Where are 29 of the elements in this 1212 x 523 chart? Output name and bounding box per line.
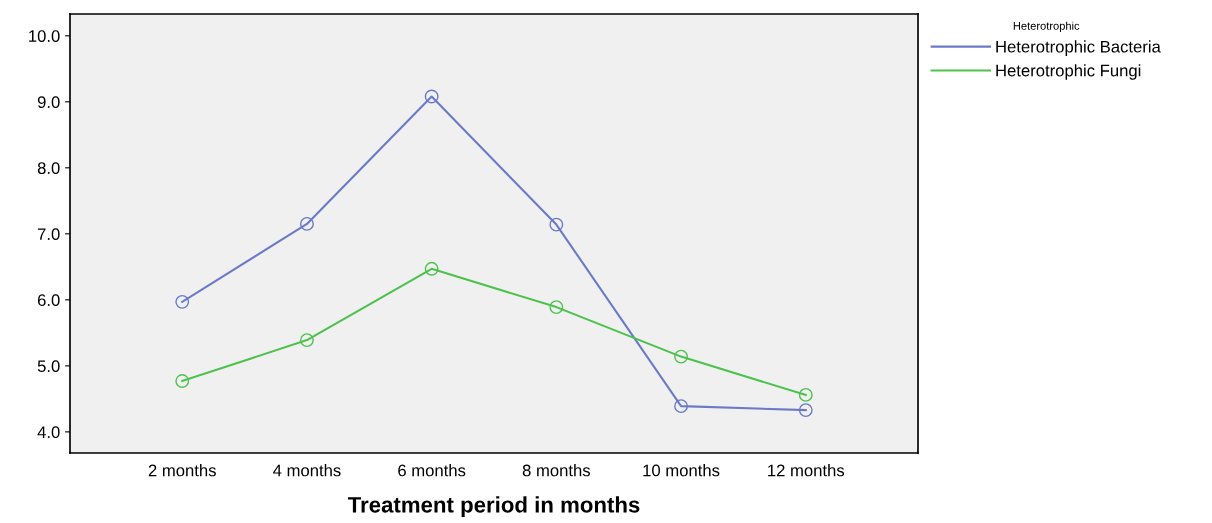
point [299, 216, 314, 231]
point [674, 399, 689, 414]
legend-label: Heterotrophic Fungi [996, 64, 1141, 80]
y-tick-label: 10.0 [29, 30, 60, 42]
point [549, 217, 564, 232]
legend-label: Heterotrophic Bacteria [996, 40, 1161, 56]
point [798, 387, 813, 402]
point [175, 374, 190, 388]
point [798, 403, 813, 418]
x-tick-label: 12 months [768, 464, 845, 477]
x-tick-label: 8 months [522, 464, 591, 477]
x-tick-label: 2 months [148, 464, 216, 477]
y-tick-label: 7.0 [37, 228, 60, 241]
point [424, 89, 439, 104]
y-tick-label: 5.0 [37, 360, 60, 373]
x-axis-title: Treatment period in months [347, 496, 640, 518]
y-tick-label: 4.0 [37, 426, 60, 439]
legend-title: Heterotrophic [1013, 21, 1080, 33]
x-tick-label: 10 months [643, 464, 720, 477]
point [549, 300, 564, 315]
point [299, 333, 314, 348]
x-tick-label: 4 months [273, 464, 341, 477]
point [424, 261, 439, 276]
point [674, 349, 689, 364]
x-tick-label: 6 months [398, 464, 466, 477]
y-tick-label: 8.0 [37, 162, 60, 175]
point [175, 294, 190, 309]
y-tick-label: 9.0 [37, 96, 60, 108]
y-tick-label: 6.0 [37, 294, 60, 307]
